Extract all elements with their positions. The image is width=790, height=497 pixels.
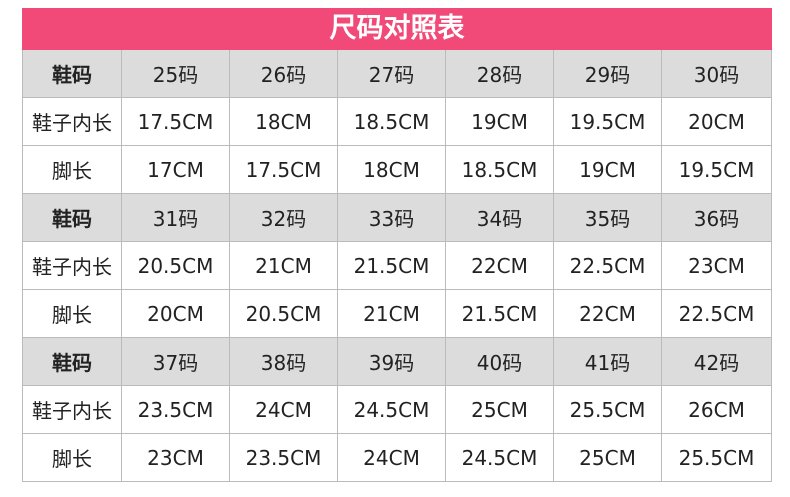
- size-cell: 25.5CM: [662, 434, 772, 482]
- row-label: 鞋子内长: [22, 386, 122, 434]
- size-cell: 32码: [230, 194, 338, 242]
- size-cell: 28码: [446, 50, 554, 98]
- row-label: 脚长: [22, 146, 122, 194]
- size-cell: 18.5CM: [338, 98, 446, 146]
- size-cell: 23.5CM: [230, 434, 338, 482]
- size-cell: 22CM: [446, 242, 554, 290]
- size-cell: 18.5CM: [446, 146, 554, 194]
- row-label: 鞋子内长: [22, 242, 122, 290]
- row-label: 鞋子内长: [22, 98, 122, 146]
- row-label: 脚长: [22, 290, 122, 338]
- size-cell: 22.5CM: [662, 290, 772, 338]
- table-title: 尺码对照表: [22, 8, 772, 50]
- size-cell: 29码: [554, 50, 662, 98]
- size-cell: 39码: [338, 338, 446, 386]
- size-cell: 22.5CM: [554, 242, 662, 290]
- size-cell: 24CM: [230, 386, 338, 434]
- size-cell: 24.5CM: [446, 434, 554, 482]
- size-cell: 36码: [662, 194, 772, 242]
- size-cell: 38码: [230, 338, 338, 386]
- size-cell: 34码: [446, 194, 554, 242]
- size-cell: 18CM: [338, 146, 446, 194]
- size-cell: 42码: [662, 338, 772, 386]
- size-cell: 19CM: [446, 98, 554, 146]
- size-cell: 31码: [122, 194, 230, 242]
- size-cell: 25CM: [554, 434, 662, 482]
- row-label: 鞋码: [22, 338, 122, 386]
- size-cell: 25码: [122, 50, 230, 98]
- size-cell: 20.5CM: [230, 290, 338, 338]
- size-cell: 17CM: [122, 146, 230, 194]
- size-cell: 30码: [662, 50, 772, 98]
- size-cell: 35码: [554, 194, 662, 242]
- size-cell: 20CM: [122, 290, 230, 338]
- size-cell: 23CM: [662, 242, 772, 290]
- size-cell: 17.5CM: [230, 146, 338, 194]
- size-cell: 21CM: [338, 290, 446, 338]
- size-cell: 23CM: [122, 434, 230, 482]
- size-cell: 41码: [554, 338, 662, 386]
- size-cell: 21.5CM: [446, 290, 554, 338]
- size-cell: 26CM: [662, 386, 772, 434]
- size-cell: 19CM: [554, 146, 662, 194]
- size-cell: 24CM: [338, 434, 446, 482]
- size-cell: 25.5CM: [554, 386, 662, 434]
- row-label: 鞋码: [22, 50, 122, 98]
- size-cell: 27码: [338, 50, 446, 98]
- size-cell: 17.5CM: [122, 98, 230, 146]
- size-cell: 33码: [338, 194, 446, 242]
- size-cell: 19.5CM: [554, 98, 662, 146]
- size-cell: 19.5CM: [662, 146, 772, 194]
- size-cell: 18CM: [230, 98, 338, 146]
- size-table: 鞋码 25码 26码 27码 28码 29码 30码 鞋子内长 17.5CM 18CM 18.5CM…: [22, 50, 772, 482]
- size-cell: 22CM: [554, 290, 662, 338]
- size-cell: 40码: [446, 338, 554, 386]
- size-cell: 23.5CM: [122, 386, 230, 434]
- size-cell: 26码: [230, 50, 338, 98]
- size-cell: 20.5CM: [122, 242, 230, 290]
- size-cell: 21CM: [230, 242, 338, 290]
- size-cell: 24.5CM: [338, 386, 446, 434]
- size-cell: 37码: [122, 338, 230, 386]
- size-cell: 25CM: [446, 386, 554, 434]
- size-cell: 21.5CM: [338, 242, 446, 290]
- row-label: 脚长: [22, 434, 122, 482]
- row-label: 鞋码: [22, 194, 122, 242]
- size-cell: 20CM: [662, 98, 772, 146]
